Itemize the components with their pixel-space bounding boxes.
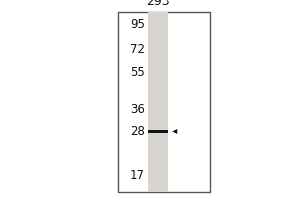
FancyBboxPatch shape xyxy=(148,12,168,192)
FancyBboxPatch shape xyxy=(118,12,210,192)
Text: 72: 72 xyxy=(130,43,145,56)
Text: 55: 55 xyxy=(130,66,145,79)
Text: 95: 95 xyxy=(130,18,145,31)
Text: 36: 36 xyxy=(130,103,145,116)
Text: 293: 293 xyxy=(146,0,170,8)
FancyBboxPatch shape xyxy=(148,130,168,133)
Text: 28: 28 xyxy=(130,125,145,138)
Text: 17: 17 xyxy=(130,169,145,182)
